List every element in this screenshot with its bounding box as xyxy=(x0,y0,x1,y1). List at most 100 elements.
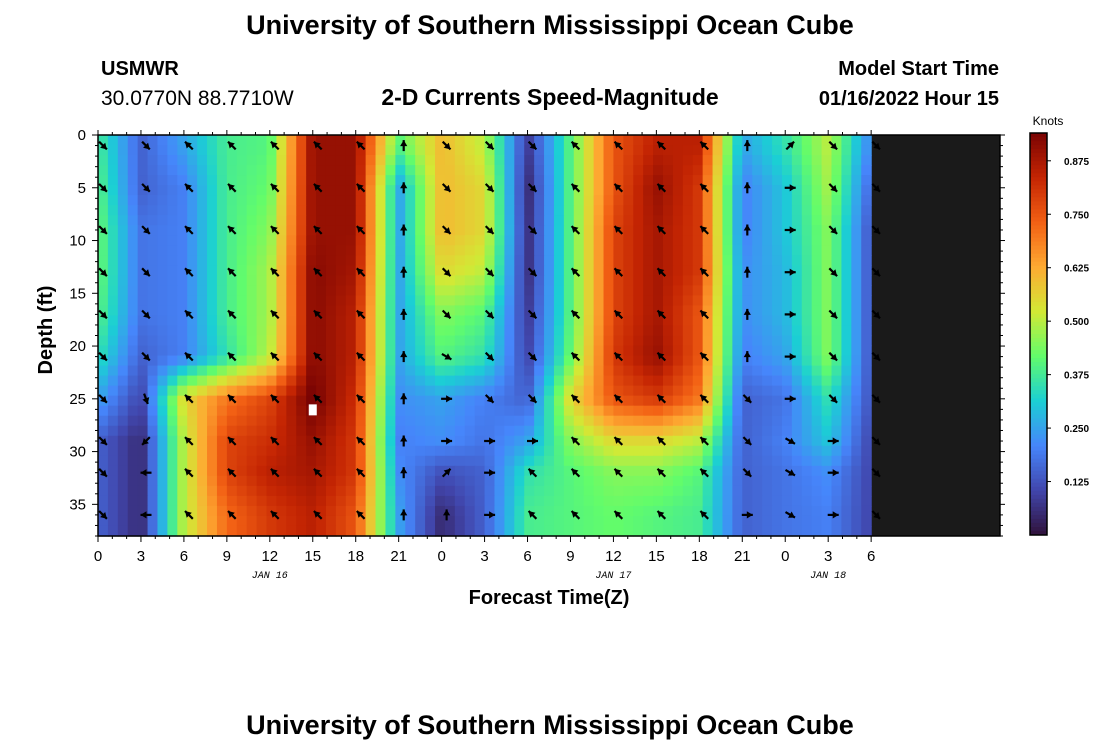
heatmap-cell xyxy=(653,525,664,537)
heatmap-cell xyxy=(296,335,307,347)
colorbar-cell xyxy=(1030,225,1047,230)
current-arrow xyxy=(141,309,151,320)
heatmap-cell xyxy=(831,155,842,166)
heatmap-cell xyxy=(345,525,357,537)
heatmap-cell xyxy=(187,335,198,347)
heatmap-cell xyxy=(623,405,634,417)
heatmap-cell xyxy=(861,445,872,457)
heatmap-cell xyxy=(256,395,268,407)
y-tick-label: 30 xyxy=(69,444,86,461)
heatmap-cell xyxy=(197,405,208,417)
heatmap-cell xyxy=(474,185,486,196)
arrow-head xyxy=(571,352,579,360)
heatmap-cell xyxy=(524,395,535,407)
heatmap-cell xyxy=(444,395,456,407)
arrow-head xyxy=(571,511,579,518)
arrow-head xyxy=(400,224,408,231)
heatmap-cell xyxy=(425,145,436,156)
heatmap-cell xyxy=(742,175,753,186)
heatmap-cell xyxy=(365,505,377,517)
heatmap-cell xyxy=(256,185,268,196)
heatmap-cell xyxy=(286,145,297,156)
heatmap-cell xyxy=(752,505,763,517)
heatmap-cell xyxy=(672,325,684,337)
heatmap-cell xyxy=(811,345,823,357)
colorbar-cell xyxy=(1030,317,1047,323)
heatmap-cell xyxy=(732,395,743,407)
heatmap-cell xyxy=(841,355,852,367)
heatmap-cell xyxy=(534,235,545,246)
heatmap-cell xyxy=(672,335,684,347)
heatmap-cell xyxy=(335,395,347,407)
heatmap-cell xyxy=(514,135,525,146)
heatmap-cell xyxy=(772,315,783,327)
heatmap-cell xyxy=(613,175,624,186)
current-arrow xyxy=(227,225,237,235)
heatmap-cell xyxy=(504,305,515,317)
heatmap-cell xyxy=(484,305,496,317)
heatmap-cell xyxy=(563,525,575,537)
heatmap-cell xyxy=(732,195,743,206)
heatmap-cell xyxy=(573,135,585,146)
heatmap-cell xyxy=(345,335,357,347)
heatmap-cell xyxy=(861,295,872,307)
heatmap-cell xyxy=(256,225,268,236)
heatmap-cell xyxy=(335,335,347,347)
heatmap-cell xyxy=(137,185,149,196)
heatmap-cell xyxy=(355,415,367,427)
heatmap-cell xyxy=(524,355,535,367)
arrow-head xyxy=(185,183,192,191)
heatmap-cell xyxy=(861,325,872,337)
heatmap-cell xyxy=(474,245,486,256)
heatmap-cell xyxy=(573,525,585,537)
heatmap-cell xyxy=(197,295,208,307)
heatmap-cell xyxy=(405,315,416,327)
heatmap-cell xyxy=(781,445,793,457)
heatmap-cell xyxy=(534,215,545,226)
heatmap-cell xyxy=(762,235,773,246)
heatmap-cell xyxy=(464,295,476,307)
heatmap-cell xyxy=(325,415,337,427)
arrow-head xyxy=(830,142,838,150)
heatmap-cell xyxy=(117,305,129,317)
heatmap-cell xyxy=(613,375,624,387)
heatmap-cell xyxy=(286,505,297,517)
heatmap-cell xyxy=(157,435,168,447)
heatmap-cell xyxy=(375,295,387,307)
arrow-head xyxy=(571,183,579,191)
heatmap-cell xyxy=(147,455,159,467)
heatmap-cell xyxy=(405,275,416,286)
heatmap-cell xyxy=(514,245,525,256)
heatmap-cell xyxy=(306,345,317,357)
heatmap-cell xyxy=(127,225,139,236)
heatmap-cell xyxy=(246,515,258,527)
heatmap-cell xyxy=(246,245,258,256)
heatmap-cell xyxy=(335,325,347,337)
heatmap-cell xyxy=(157,155,168,166)
heatmap-cell xyxy=(861,415,872,427)
heatmap-cell xyxy=(821,135,833,146)
heatmap-cell xyxy=(524,485,535,497)
heatmap-cell xyxy=(534,155,545,166)
heatmap-cell xyxy=(325,285,337,297)
heatmap-cell xyxy=(385,325,396,337)
heatmap-cell xyxy=(236,445,248,457)
colorbar-cell xyxy=(1030,398,1047,403)
heatmap-cell xyxy=(534,285,545,297)
heatmap-cell xyxy=(127,325,139,337)
heatmap-cell xyxy=(226,245,238,256)
heatmap-cell xyxy=(573,445,585,457)
heatmap-cell xyxy=(375,265,387,276)
heatmap-cell xyxy=(147,485,159,497)
heatmap-cell xyxy=(831,305,842,317)
heatmap-cell xyxy=(177,395,188,407)
heatmap-cell xyxy=(801,145,813,156)
heatmap-cell xyxy=(276,195,287,206)
heatmap-cell xyxy=(662,365,674,377)
heatmap-cell xyxy=(791,225,803,236)
colorbar-cell xyxy=(1030,277,1047,283)
heatmap-cell xyxy=(544,405,555,417)
heatmap-cell xyxy=(514,175,525,186)
heatmap-cell xyxy=(286,525,297,537)
heatmap-cell xyxy=(335,525,347,537)
